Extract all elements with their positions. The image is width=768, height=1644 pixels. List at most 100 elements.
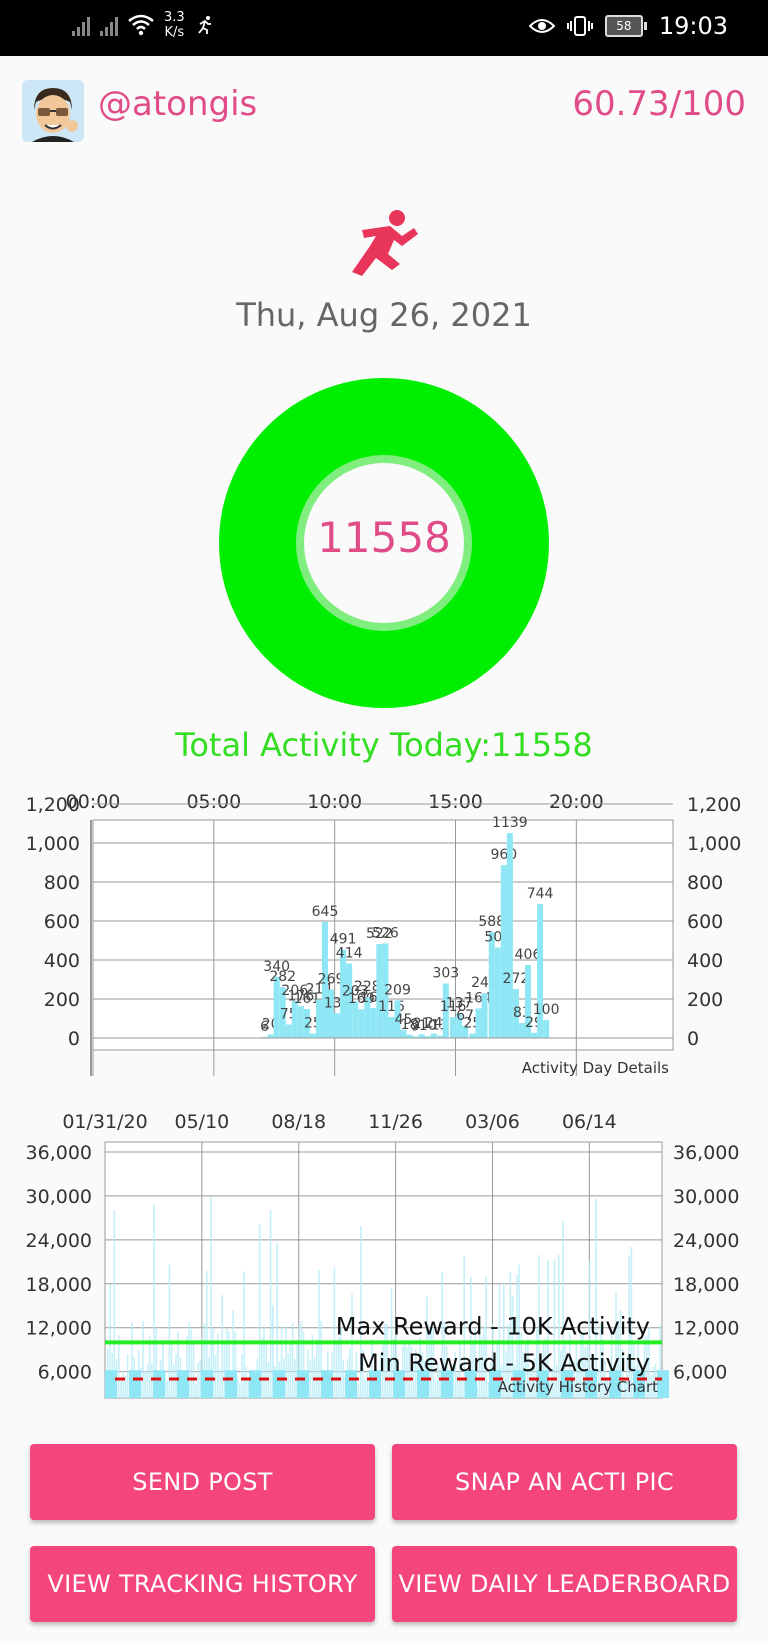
activity-history-chart-svg: 01/31/20 05/10 08/18 11/26 03/06 06/14 36,000 3…	[26, 1111, 739, 1399]
view-tracking-history-button[interactable]: VIEW TRACKING HISTORY	[30, 1546, 375, 1622]
history-bar	[316, 1338, 318, 1398]
day-bar-label: 10	[419, 1018, 437, 1034]
day-y-tick-label-left: 600	[44, 911, 80, 933]
avatar[interactable]	[22, 80, 84, 142]
history-bar	[500, 1364, 503, 1398]
history-bar	[298, 1326, 300, 1398]
history-bar	[241, 1354, 243, 1398]
min-reward-label: Min Reward - 5K Activity	[358, 1349, 650, 1377]
day-bar	[370, 1007, 377, 1038]
history-bar	[261, 1337, 263, 1398]
history-y-tick-label-right: 36,000	[673, 1142, 739, 1164]
history-bar	[520, 1332, 523, 1398]
username[interactable]: @atongis	[98, 84, 258, 124]
history-y-tick-label-left: 24,000	[26, 1230, 92, 1252]
history-x-tick-label: 01/31/20	[62, 1111, 147, 1133]
history-bar	[335, 1342, 338, 1398]
history-bar	[223, 1340, 226, 1398]
history-bar	[199, 1360, 201, 1398]
day-bar-label: 526	[372, 925, 399, 941]
history-bar	[606, 1380, 608, 1398]
history-bar	[509, 1271, 512, 1398]
day-bar-label: 272	[503, 971, 530, 987]
history-band	[441, 1370, 453, 1398]
battery-level: 58	[604, 15, 643, 37]
history-bar	[577, 1358, 580, 1398]
history-bar	[210, 1197, 212, 1398]
day-bar-label: 100	[533, 1002, 560, 1018]
day-y-tick-label-left: 200	[44, 989, 80, 1011]
total-activity-today: Total Activity Today:11558	[175, 726, 593, 764]
day-bar	[543, 1020, 550, 1038]
history-bar	[454, 1351, 457, 1398]
history-bar	[364, 1379, 366, 1398]
snap-pic-button[interactable]: SNAP AN ACTI PIC	[392, 1444, 737, 1520]
history-bar	[659, 1325, 661, 1398]
history-band	[105, 1370, 117, 1398]
history-bar	[294, 1358, 296, 1398]
history-bar	[386, 1323, 388, 1398]
day-bar-label: 164	[465, 990, 492, 1006]
day-bar	[334, 1013, 341, 1038]
day-bar	[376, 944, 383, 1038]
day-bar	[364, 996, 371, 1038]
day-bar	[340, 949, 347, 1038]
day-bar	[315, 999, 322, 1038]
history-bar	[280, 1326, 283, 1398]
day-bar-label: 269	[318, 972, 345, 988]
day-bar-label: 414	[336, 945, 363, 961]
history-bar	[443, 1321, 446, 1398]
signal-2-icon	[100, 14, 118, 36]
history-bar	[459, 1342, 461, 1398]
view-daily-leaderboard-button[interactable]: VIEW DAILY LEADERBOARD	[392, 1546, 737, 1622]
day-bar	[506, 832, 513, 1038]
history-bar	[525, 1342, 527, 1398]
history-bar	[518, 1264, 520, 1398]
history-bar	[558, 1254, 560, 1398]
day-bar	[328, 989, 335, 1038]
history-band	[513, 1370, 525, 1398]
history-bar	[549, 1381, 551, 1398]
history-y-tick-label-left: 12,000	[26, 1318, 92, 1340]
clock: 19:03	[658, 12, 728, 40]
history-y-tick-label-right: 12,000	[673, 1318, 739, 1340]
history-bar	[432, 1329, 435, 1398]
history-bar	[247, 1377, 250, 1398]
history-x-tick-label: 05/10	[174, 1111, 229, 1133]
history-bar	[309, 1360, 311, 1398]
send-post-button[interactable]: SEND POST	[30, 1444, 375, 1520]
day-bar	[442, 983, 449, 1038]
history-band	[369, 1370, 381, 1398]
score: 60.73/100	[572, 84, 746, 124]
history-bar	[340, 1326, 342, 1398]
history-bar	[201, 1337, 204, 1398]
day-bar-label: 282	[269, 969, 296, 985]
history-bar	[470, 1277, 472, 1398]
day-chart-label: Activity Day Details	[522, 1059, 669, 1077]
day-bar-label: 116	[440, 999, 467, 1015]
day-bar	[430, 1033, 437, 1038]
history-bar	[225, 1328, 228, 1398]
eye-comfort-icon	[528, 19, 555, 33]
status-bar-left: 3.3 K/s	[72, 10, 215, 40]
history-bar	[547, 1259, 549, 1398]
wifi-icon	[128, 14, 154, 36]
history-bar	[232, 1310, 234, 1398]
history-bar	[483, 1326, 485, 1398]
day-bar-label: 744	[527, 886, 554, 902]
history-bar	[118, 1334, 120, 1398]
history-bar	[643, 1336, 646, 1398]
day-bar	[488, 932, 495, 1038]
history-bar	[619, 1310, 622, 1398]
history-bar	[366, 1371, 369, 1398]
history-bar	[415, 1348, 417, 1398]
history-bar	[175, 1353, 177, 1398]
history-bar	[265, 1344, 267, 1398]
day-bar	[450, 1017, 457, 1038]
network-speed-unit: K/s	[164, 25, 185, 40]
history-bar	[155, 1328, 157, 1398]
history-bar	[652, 1366, 655, 1398]
day-bar-label: 491	[330, 932, 357, 948]
day-bar	[267, 1034, 274, 1038]
day-bar	[291, 1000, 298, 1038]
